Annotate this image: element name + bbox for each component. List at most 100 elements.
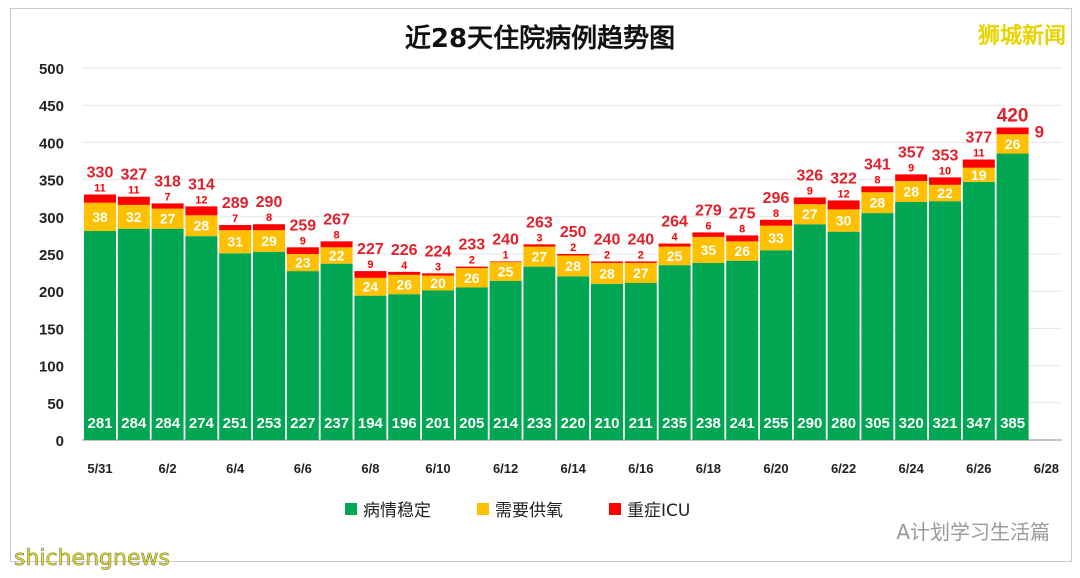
- x-tick-label: 6/16: [628, 461, 653, 476]
- data-label-stable: 385: [1000, 415, 1025, 432]
- total-label: 227: [357, 241, 384, 258]
- bar-segment-icu: [591, 261, 623, 263]
- bar-segment-oxygen: [827, 209, 860, 232]
- total-label: 420: [997, 106, 1029, 127]
- data-label-icu: 1: [503, 249, 509, 261]
- bar-segment-oxygen: [117, 204, 150, 229]
- bar-segment-icu: [760, 219, 792, 226]
- bar-segment-stable: [523, 266, 556, 440]
- data-label-oxygen: 27: [160, 211, 176, 227]
- data-label-oxygen: 22: [937, 185, 953, 201]
- bar-segment-oxygen: [84, 202, 116, 231]
- y-tick-label: 100: [39, 359, 64, 376]
- data-label-stable: 321: [932, 415, 957, 432]
- data-label-stable: 253: [256, 415, 281, 432]
- total-label: 240: [492, 231, 519, 248]
- legend-swatch: [345, 502, 357, 515]
- bar-segment-icu: [151, 203, 184, 209]
- legend-item-icu: 重症ICU: [609, 496, 690, 521]
- data-label-oxygen: 19: [971, 167, 987, 183]
- total-label: 279: [695, 202, 722, 219]
- total-label: 341: [864, 156, 891, 173]
- legend-item-oxygen: 需要供氧: [477, 496, 563, 521]
- data-label-oxygen: 30: [836, 213, 852, 229]
- x-tick-label: 6/14: [561, 461, 587, 476]
- data-label-icu: 8: [334, 229, 340, 241]
- data-label-oxygen: 32: [126, 209, 142, 225]
- total-label: 267: [323, 211, 350, 228]
- data-label-stable: 320: [899, 415, 924, 432]
- bar-segment-stable: [726, 260, 759, 440]
- data-label-stable: 196: [392, 415, 417, 432]
- data-label-icu: 2: [570, 242, 576, 254]
- data-label-oxygen: 28: [194, 218, 210, 234]
- data-label-icu: 7: [165, 191, 171, 203]
- brand-logo: 狮城新闻: [977, 24, 1066, 49]
- bar-segment-oxygen: [929, 184, 961, 202]
- y-tick-label: 150: [39, 321, 64, 338]
- x-tick-label: 6/4: [226, 461, 245, 476]
- bar-segment-stable: [151, 228, 184, 440]
- data-label-oxygen: 38: [92, 209, 108, 225]
- total-label: 275: [729, 205, 756, 222]
- bar-segment-stable: [658, 265, 691, 440]
- data-label-icu: 9: [367, 259, 373, 271]
- data-label-stable: 211: [629, 415, 653, 432]
- bar-segment-oxygen: [422, 275, 454, 291]
- total-label: 314: [188, 176, 215, 193]
- bar-segment-oxygen: [557, 255, 590, 277]
- data-label-oxygen: 20: [430, 275, 446, 291]
- data-label-oxygen: 26: [396, 277, 412, 293]
- x-tick-label: 6/8: [361, 461, 379, 476]
- bar-segment-icu: [185, 206, 218, 216]
- bar-segment-oxygen: [523, 246, 556, 267]
- bar-segment-icu: [455, 266, 488, 269]
- bar-segment-oxygen: [388, 274, 421, 295]
- data-label-stable: 255: [763, 415, 788, 432]
- data-label-stable: 220: [561, 415, 586, 432]
- x-tick-label: 6/12: [493, 461, 518, 476]
- bar-segment-icu: [286, 247, 319, 254]
- data-label-oxygen: 28: [565, 258, 581, 274]
- watermark: shichengnews: [14, 546, 171, 572]
- data-label-icu: 12: [195, 194, 207, 206]
- bar-segment-oxygen: [185, 215, 218, 237]
- bar-segment-oxygen: [219, 230, 252, 254]
- bar-segment-icu: [253, 224, 285, 231]
- total-label: 322: [830, 170, 857, 187]
- data-label-icu: 2: [638, 249, 644, 261]
- data-label-oxygen: 26: [1005, 136, 1021, 152]
- bar-segment-icu: [996, 127, 1029, 135]
- bar-segment-stable: [253, 251, 285, 440]
- bar-segment-stable: [354, 295, 387, 440]
- bar-segment-icu: [827, 200, 860, 210]
- data-label-icu: 8: [874, 174, 880, 186]
- data-label-icu: 11: [94, 182, 106, 194]
- bar-segment-icu: [354, 271, 387, 278]
- chart-title: 近28天住院病例趋势图: [404, 24, 676, 54]
- wechat-watermark: A计划学习生活篇: [896, 520, 1050, 544]
- y-tick-label: 450: [39, 98, 64, 115]
- bar-segment-oxygen: [455, 268, 488, 288]
- bar-segment-oxygen: [692, 236, 725, 263]
- data-label-icu: 9: [908, 162, 914, 174]
- bar-segment-stable: [624, 283, 657, 440]
- bar-segment-icu: [726, 235, 759, 242]
- data-label-oxygen: 33: [768, 230, 784, 246]
- bar-segment-stable: [692, 262, 725, 440]
- total-label: 240: [627, 231, 654, 248]
- bar-segment-icu: [219, 224, 252, 231]
- legend-label: 重症ICU: [627, 501, 691, 521]
- icu-side-label: 9: [1035, 123, 1044, 142]
- total-label: 233: [458, 237, 485, 254]
- data-label-stable: 235: [662, 415, 687, 432]
- x-tick-label: 6/26: [966, 461, 991, 476]
- x-tick-label: 6/24: [899, 461, 925, 476]
- bar-segment-stable: [320, 263, 353, 440]
- bar-segment-stable: [996, 153, 1029, 440]
- legend-swatch: [609, 502, 621, 515]
- data-label-stable: 347: [966, 415, 991, 432]
- x-tick-label: 6/20: [763, 461, 788, 476]
- bar-segment-icu: [962, 159, 995, 168]
- data-label-stable: 280: [831, 415, 856, 432]
